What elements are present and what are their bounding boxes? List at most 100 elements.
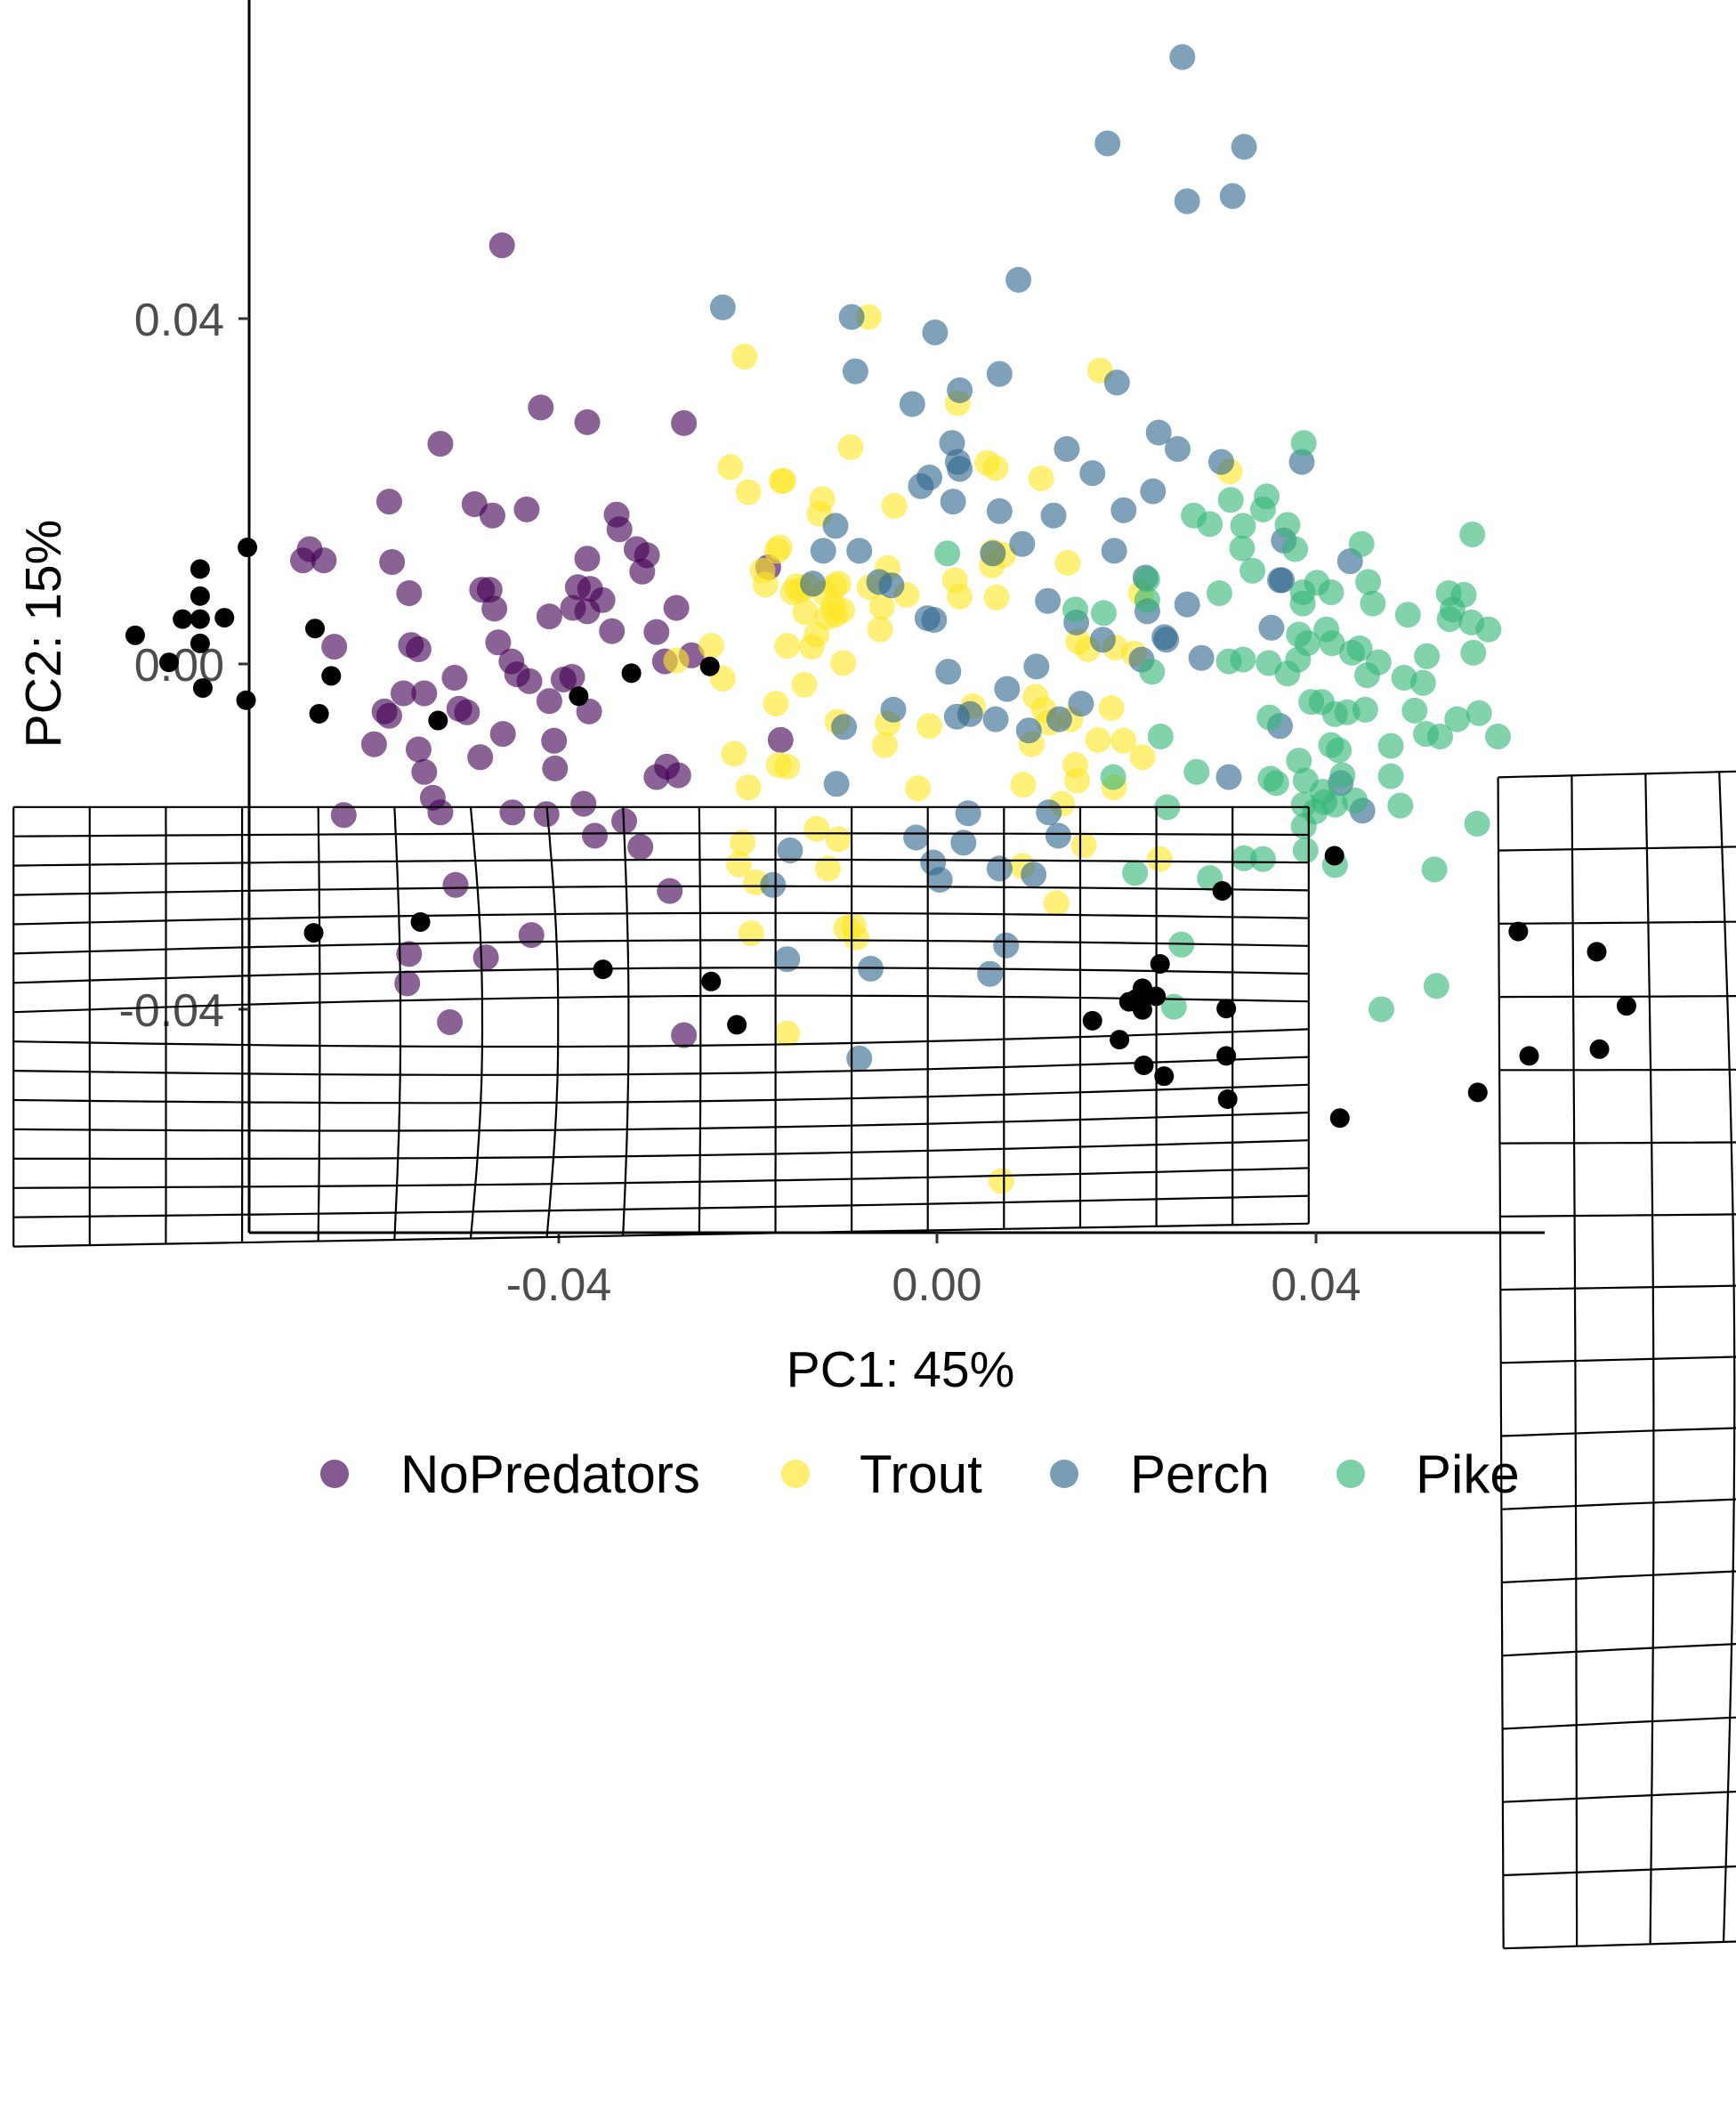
data-point bbox=[472, 944, 499, 971]
landmark-point bbox=[1324, 846, 1344, 866]
data-point bbox=[825, 570, 852, 597]
data-point bbox=[823, 771, 850, 797]
data-point bbox=[441, 665, 468, 691]
data-point bbox=[1153, 627, 1180, 653]
data-point bbox=[1286, 748, 1312, 774]
data-point bbox=[480, 502, 505, 529]
data-point bbox=[846, 1045, 873, 1072]
data-point bbox=[1394, 602, 1421, 628]
data-point bbox=[947, 377, 973, 403]
data-point bbox=[1085, 726, 1111, 753]
data-point bbox=[528, 394, 554, 421]
data-point bbox=[1329, 762, 1356, 789]
data-point bbox=[1342, 787, 1369, 813]
y-tick-label: 0.04 bbox=[134, 295, 224, 346]
data-point bbox=[582, 822, 608, 849]
grid-line-vertical bbox=[469, 806, 484, 1239]
data-point bbox=[330, 802, 357, 829]
grid-line-horizontal bbox=[13, 1083, 1309, 1105]
data-point bbox=[926, 867, 953, 893]
data-point bbox=[1274, 512, 1301, 538]
grid-line-horizontal bbox=[1501, 1427, 1736, 1437]
data-point bbox=[1230, 513, 1256, 539]
landmark-point bbox=[1110, 1030, 1130, 1050]
data-point bbox=[809, 486, 836, 513]
data-point bbox=[940, 489, 966, 515]
data-point bbox=[360, 731, 387, 757]
data-point bbox=[405, 636, 432, 662]
data-point bbox=[1256, 650, 1282, 676]
grid-line-horizontal bbox=[1499, 1141, 1736, 1145]
data-point bbox=[822, 513, 849, 539]
x-tick-label: 0.00 bbox=[892, 1259, 981, 1311]
data-point bbox=[717, 454, 744, 481]
data-point bbox=[950, 829, 977, 856]
data-point bbox=[994, 676, 1021, 702]
data-point bbox=[1215, 764, 1242, 790]
grid-lines-left bbox=[12, 805, 1310, 1248]
data-point bbox=[774, 1020, 801, 1047]
data-point bbox=[513, 496, 540, 522]
data-point bbox=[1282, 536, 1309, 562]
data-point bbox=[1409, 669, 1436, 696]
landmark-point bbox=[1467, 1082, 1488, 1103]
data-point bbox=[1146, 846, 1173, 872]
data-point bbox=[1206, 580, 1232, 606]
data-point bbox=[1139, 659, 1166, 685]
data-point bbox=[881, 493, 908, 519]
data-point bbox=[1110, 497, 1137, 523]
data-point bbox=[1267, 567, 1293, 594]
landmark-point bbox=[321, 666, 342, 686]
data-point bbox=[730, 829, 756, 856]
data-point bbox=[771, 467, 796, 494]
landmark-point bbox=[303, 923, 324, 943]
data-point bbox=[878, 572, 905, 599]
data-point bbox=[1292, 837, 1319, 863]
data-point bbox=[1321, 791, 1348, 818]
data-point bbox=[405, 736, 432, 763]
data-point bbox=[838, 303, 865, 330]
data-point bbox=[934, 540, 961, 567]
data-point bbox=[1229, 535, 1256, 562]
data-point bbox=[1028, 465, 1054, 491]
data-point bbox=[1239, 557, 1266, 584]
data-point bbox=[1352, 696, 1378, 723]
data-point bbox=[1263, 770, 1289, 797]
data-point bbox=[290, 547, 316, 574]
data-point bbox=[1256, 704, 1283, 731]
data-point bbox=[427, 431, 454, 457]
data-point bbox=[1346, 635, 1373, 661]
data-point bbox=[1421, 856, 1448, 883]
landmark-point bbox=[727, 1015, 747, 1035]
data-point bbox=[1009, 530, 1036, 557]
deformation-grid-left bbox=[12, 538, 1310, 1248]
data-point bbox=[1219, 182, 1246, 209]
data-point bbox=[1021, 862, 1047, 888]
data-point bbox=[390, 680, 416, 707]
data-point bbox=[867, 616, 893, 643]
series-pike bbox=[934, 430, 1511, 1023]
data-point bbox=[993, 932, 1020, 959]
data-point bbox=[982, 706, 1009, 732]
grid-line-horizontal bbox=[13, 885, 1309, 896]
legend-key-perch bbox=[1050, 1460, 1078, 1488]
data-point bbox=[831, 714, 858, 740]
data-point bbox=[442, 871, 469, 898]
legend-label-perch: Perch bbox=[1130, 1444, 1270, 1504]
data-point bbox=[1231, 845, 1257, 871]
data-point bbox=[599, 618, 626, 644]
grid-line-horizontal bbox=[13, 858, 1309, 867]
data-point bbox=[589, 587, 616, 613]
data-point bbox=[1122, 860, 1149, 886]
data-point bbox=[1036, 799, 1062, 826]
data-point bbox=[767, 726, 794, 753]
data-point bbox=[311, 547, 337, 574]
landmark-point bbox=[1587, 942, 1607, 962]
landmark-point bbox=[305, 619, 326, 639]
data-point bbox=[774, 753, 801, 780]
grid-line-horizontal bbox=[1503, 1940, 1736, 1950]
landmark-point bbox=[1519, 1046, 1539, 1066]
data-point bbox=[844, 925, 869, 951]
data-point bbox=[516, 668, 543, 694]
x-tick-label: 0.04 bbox=[1271, 1259, 1361, 1311]
